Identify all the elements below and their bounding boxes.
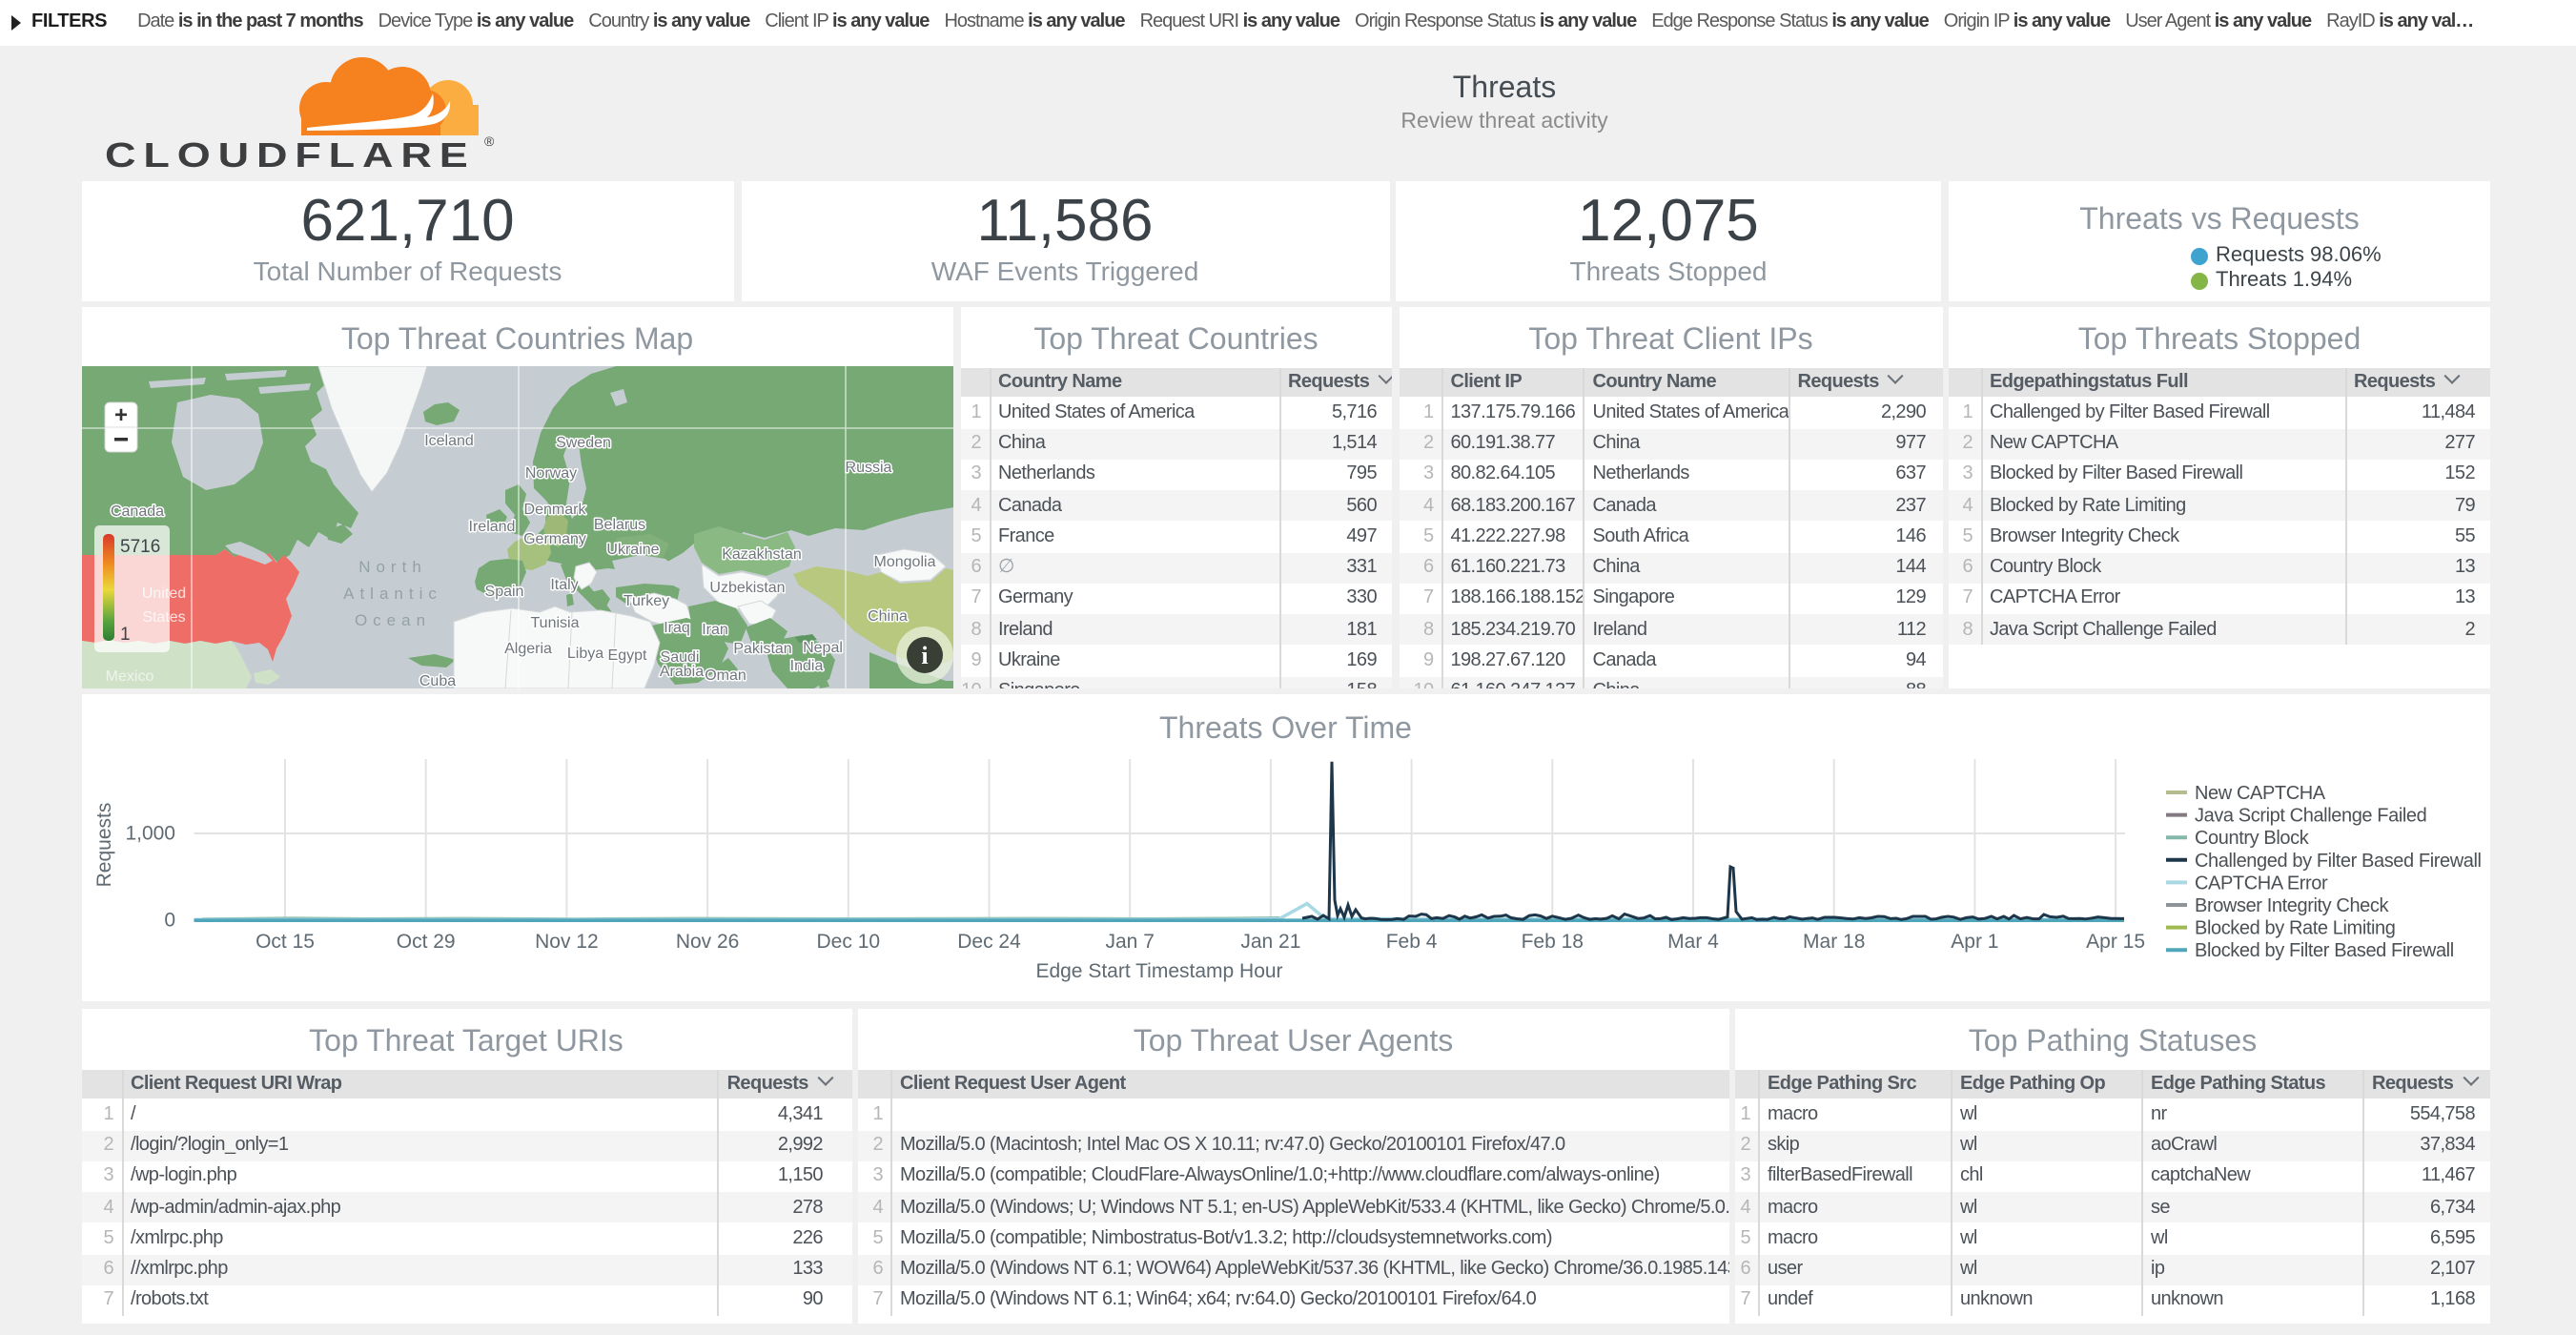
svg-text:Spain: Spain bbox=[484, 583, 523, 599]
svg-text:CLOUDFLARE: CLOUDFLARE bbox=[105, 135, 476, 174]
svg-text:Blocked by Filter Based Firewa: Blocked by Filter Based Firewall bbox=[2194, 939, 2453, 960]
svg-text:North: North bbox=[358, 557, 426, 575]
svg-text:Italy: Italy bbox=[549, 576, 577, 592]
svg-text:Pakistan: Pakistan bbox=[732, 640, 790, 656]
svg-text:Jan 7: Jan 7 bbox=[1105, 930, 1154, 952]
svg-text:Kazakhstan: Kazakhstan bbox=[721, 545, 801, 562]
svg-text:India: India bbox=[789, 657, 823, 673]
svg-text:Challenged by Filter Based Fir: Challenged by Filter Based Firewall bbox=[2194, 850, 2481, 871]
svg-text:Saudi: Saudi bbox=[660, 648, 699, 665]
svg-text:+: + bbox=[113, 401, 127, 427]
svg-text:Apr 15: Apr 15 bbox=[2085, 930, 2144, 952]
svg-text:Jan 21: Jan 21 bbox=[1239, 930, 1299, 952]
svg-text:Iran: Iran bbox=[701, 621, 727, 637]
svg-text:Feb 4: Feb 4 bbox=[1385, 930, 1437, 952]
svg-text:®: ® bbox=[484, 134, 495, 149]
svg-text:Mar 4: Mar 4 bbox=[1666, 930, 1718, 952]
svg-text:Nov 26: Nov 26 bbox=[675, 930, 739, 952]
svg-text:Germany: Germany bbox=[522, 530, 585, 546]
svg-text:Denmark: Denmark bbox=[523, 501, 586, 517]
svg-text:Ukraine: Ukraine bbox=[605, 541, 658, 557]
svg-text:Atlantic: Atlantic bbox=[342, 584, 441, 602]
svg-text:Blocked by Rate Limiting: Blocked by Rate Limiting bbox=[2194, 917, 2395, 938]
svg-text:Libya: Libya bbox=[566, 645, 603, 661]
svg-text:1: 1 bbox=[119, 624, 130, 644]
svg-text:Country Block: Country Block bbox=[2194, 827, 2309, 848]
svg-text:Java Script Challenge Failed: Java Script Challenge Failed bbox=[2194, 805, 2425, 826]
svg-text:Apr 1: Apr 1 bbox=[1950, 930, 1997, 952]
svg-text:Belarus: Belarus bbox=[593, 516, 644, 532]
svg-text:Mexico: Mexico bbox=[105, 668, 153, 684]
svg-text:Browser Integrity Check: Browser Integrity Check bbox=[2194, 894, 2388, 915]
svg-text:Mar 18: Mar 18 bbox=[1802, 930, 1864, 952]
svg-text:Cuba: Cuba bbox=[419, 672, 455, 688]
svg-text:0: 0 bbox=[163, 909, 174, 931]
svg-text:Nov 12: Nov 12 bbox=[534, 930, 598, 952]
svg-text:China: China bbox=[867, 607, 907, 624]
svg-text:Algeria: Algeria bbox=[503, 640, 551, 656]
svg-text:Canada: Canada bbox=[110, 503, 163, 519]
svg-text:New CAPTCHA: New CAPTCHA bbox=[2194, 782, 2325, 803]
svg-text:Nepal: Nepal bbox=[802, 639, 842, 655]
svg-text:Turkey: Turkey bbox=[623, 592, 668, 608]
svg-text:Iceland: Iceland bbox=[423, 432, 473, 448]
svg-text:Requests: Requests bbox=[92, 802, 114, 887]
svg-text:Oct 29: Oct 29 bbox=[396, 930, 455, 952]
svg-text:5716: 5716 bbox=[119, 536, 159, 556]
svg-text:Arabia: Arabia bbox=[659, 663, 703, 679]
svg-text:Feb 18: Feb 18 bbox=[1521, 930, 1583, 952]
svg-text:Dec 24: Dec 24 bbox=[956, 930, 1020, 952]
svg-text:Egypt: Egypt bbox=[607, 647, 646, 663]
svg-text:CAPTCHA Error: CAPTCHA Error bbox=[2194, 872, 2327, 893]
svg-text:Russia: Russia bbox=[845, 459, 891, 475]
svg-text:Dec 10: Dec 10 bbox=[816, 930, 880, 952]
svg-text:Ireland: Ireland bbox=[468, 518, 515, 534]
svg-text:Iraq: Iraq bbox=[663, 619, 689, 635]
svg-text:Oct 15: Oct 15 bbox=[255, 930, 314, 952]
svg-text:i: i bbox=[920, 641, 927, 668]
svg-text:Mongolia: Mongolia bbox=[873, 553, 935, 569]
svg-text:1,000: 1,000 bbox=[124, 822, 174, 844]
svg-text:Sweden: Sweden bbox=[555, 434, 610, 450]
svg-text:Oman: Oman bbox=[704, 667, 746, 683]
svg-text:Uzbekistan: Uzbekistan bbox=[708, 579, 784, 595]
svg-text:Norway: Norway bbox=[524, 464, 576, 481]
svg-text:Tunisia: Tunisia bbox=[530, 614, 579, 630]
svg-text:Edge Start Timestamp Hour: Edge Start Timestamp Hour bbox=[1034, 959, 1281, 981]
svg-text:Ocean: Ocean bbox=[354, 610, 430, 628]
